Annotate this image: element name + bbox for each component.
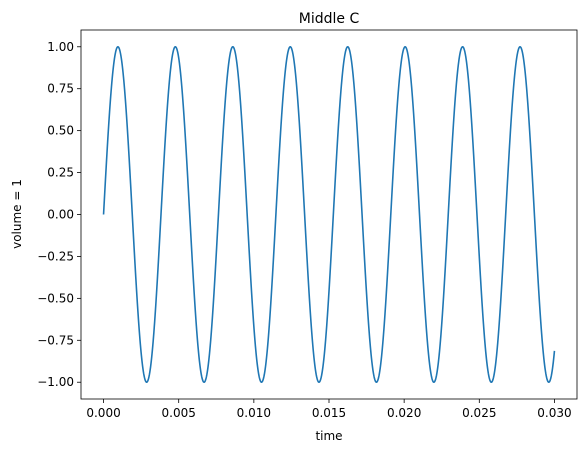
plot-area [81,30,577,399]
x-tick-label: 0.010 [237,406,271,420]
y-tick-label: 0.50 [47,124,74,138]
y-tick-label: 1.00 [47,40,74,54]
y-tick-label: −0.75 [37,333,74,347]
y-axis-label: volume = 1 [10,179,24,249]
x-tick-label: 0.015 [312,406,346,420]
y-tick-label: 0.75 [47,82,74,96]
x-axis-label: time [315,429,342,443]
x-axis-ticks: 0.000 0.005 0.010 0.015 0.020 0.025 0.030 [86,399,572,420]
x-tick-label: 0.025 [462,406,496,420]
x-tick-label: 0.030 [537,406,571,420]
x-tick-label: 0.000 [86,406,120,420]
y-axis-ticks: −1.00 −0.75 −0.50 −0.25 0.00 0.25 0.50 0.75 1.00 [37,40,81,389]
axes-frame [80,29,578,400]
y-tick-label: 0.25 [47,166,74,180]
y-tick-label: 0.00 [47,208,74,222]
y-tick-label: −0.50 [37,291,74,305]
y-tick-label: −0.25 [37,249,74,263]
x-tick-label: 0.020 [387,406,421,420]
x-tick-label: 0.005 [162,406,196,420]
y-tick-label: −1.00 [37,375,74,389]
chart-title: Middle C [299,11,360,27]
series-line [102,45,556,384]
